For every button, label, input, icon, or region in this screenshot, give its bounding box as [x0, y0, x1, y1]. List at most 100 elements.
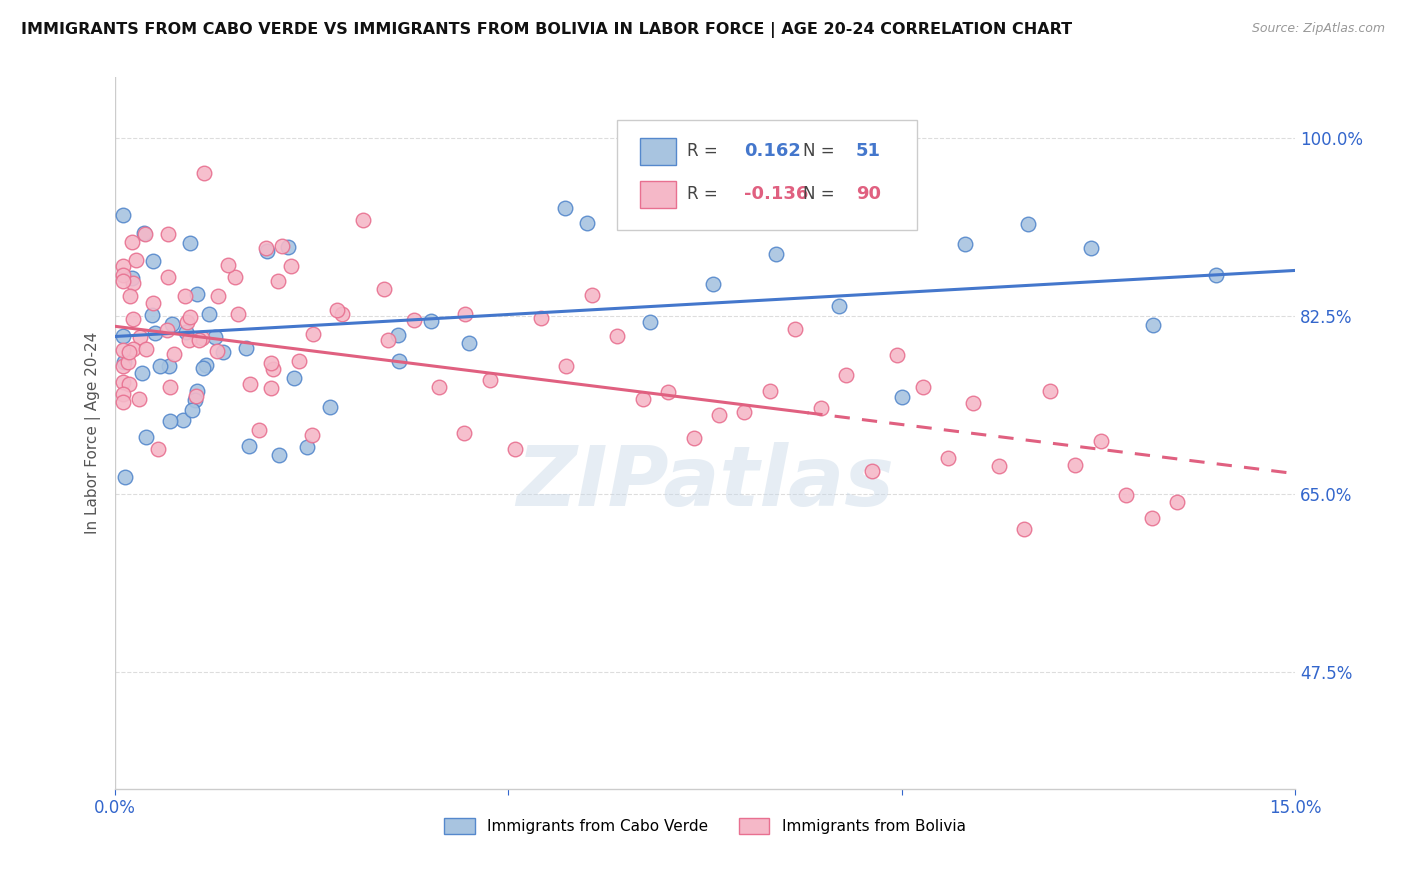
Point — [142, 295, 165, 310]
Point — [205, 344, 228, 359]
Point — [179, 310, 201, 325]
Text: 0.162: 0.162 — [744, 143, 801, 161]
Point — [555, 359, 578, 373]
Point — [1014, 522, 1036, 536]
Point — [184, 392, 207, 407]
Point — [188, 333, 211, 347]
Point — [277, 240, 299, 254]
Point — [177, 334, 200, 348]
Point — [287, 353, 309, 368]
Point — [1090, 434, 1112, 448]
Point — [373, 282, 395, 296]
Point — [156, 269, 179, 284]
Point — [195, 358, 218, 372]
Point — [121, 312, 143, 326]
Point — [239, 377, 262, 392]
Point — [505, 442, 527, 456]
Point — [581, 288, 603, 302]
Point — [112, 329, 135, 343]
Point — [112, 387, 135, 401]
Text: 90: 90 — [856, 185, 882, 203]
Point — [631, 392, 654, 406]
Point — [112, 394, 135, 409]
Point — [835, 368, 858, 382]
Point — [890, 390, 912, 404]
Point — [301, 427, 323, 442]
Point — [112, 274, 135, 288]
Point — [420, 313, 443, 327]
Point — [765, 247, 787, 261]
Point — [135, 342, 157, 356]
Point — [120, 289, 142, 303]
Point — [638, 315, 661, 329]
Point — [135, 430, 157, 444]
Point — [247, 423, 270, 437]
Point — [860, 464, 883, 478]
Point — [453, 425, 475, 440]
Point — [174, 325, 197, 339]
Point — [1205, 268, 1227, 283]
Point — [156, 323, 179, 337]
Point — [254, 241, 277, 255]
Point — [702, 277, 724, 291]
Point — [180, 403, 202, 417]
Point — [112, 260, 135, 274]
Point — [112, 355, 135, 369]
Point — [117, 376, 139, 391]
Point — [606, 328, 628, 343]
Point — [352, 213, 374, 227]
Point — [212, 344, 235, 359]
Point — [936, 451, 959, 466]
Point — [121, 235, 143, 249]
Point — [387, 328, 409, 343]
Point — [141, 308, 163, 322]
Point — [128, 392, 150, 407]
Point — [186, 384, 208, 399]
Text: -0.136: -0.136 — [744, 185, 808, 203]
Point — [235, 341, 257, 355]
Text: IMMIGRANTS FROM CABO VERDE VS IMMIGRANTS FROM BOLIVIA IN LABOR FORCE | AGE 20-24: IMMIGRANTS FROM CABO VERDE VS IMMIGRANTS… — [21, 22, 1073, 38]
Point — [1080, 241, 1102, 255]
Text: N =: N = — [803, 185, 839, 203]
Point — [121, 342, 143, 356]
Point — [226, 306, 249, 320]
Point — [112, 376, 135, 390]
Point — [112, 208, 135, 222]
Bar — [640, 180, 676, 208]
Point — [326, 302, 349, 317]
Point — [911, 380, 934, 394]
Point — [987, 459, 1010, 474]
Point — [427, 380, 450, 394]
Point — [198, 307, 221, 321]
Point — [297, 440, 319, 454]
Point — [163, 347, 186, 361]
Point — [204, 330, 226, 344]
Text: Source: ZipAtlas.com: Source: ZipAtlas.com — [1251, 22, 1385, 36]
Point — [121, 276, 143, 290]
Point — [217, 258, 239, 272]
Point — [810, 401, 832, 416]
Point — [129, 330, 152, 344]
Point — [114, 470, 136, 484]
Text: N =: N = — [803, 143, 839, 161]
Point — [1039, 384, 1062, 399]
Point — [125, 252, 148, 267]
Point — [149, 359, 172, 373]
Point — [172, 413, 194, 427]
Point — [319, 400, 342, 414]
Point — [179, 235, 201, 250]
Point — [117, 355, 139, 369]
Point — [1115, 488, 1137, 502]
Point — [1064, 458, 1087, 472]
Point — [176, 315, 198, 329]
Point — [156, 227, 179, 241]
Point — [886, 348, 908, 362]
Y-axis label: In Labor Force | Age 20-24: In Labor Force | Age 20-24 — [86, 332, 101, 534]
Point — [576, 215, 599, 229]
Point — [146, 442, 169, 456]
Point — [388, 354, 411, 368]
Point — [267, 274, 290, 288]
Point — [224, 269, 246, 284]
Point — [953, 236, 976, 251]
Point — [142, 254, 165, 268]
